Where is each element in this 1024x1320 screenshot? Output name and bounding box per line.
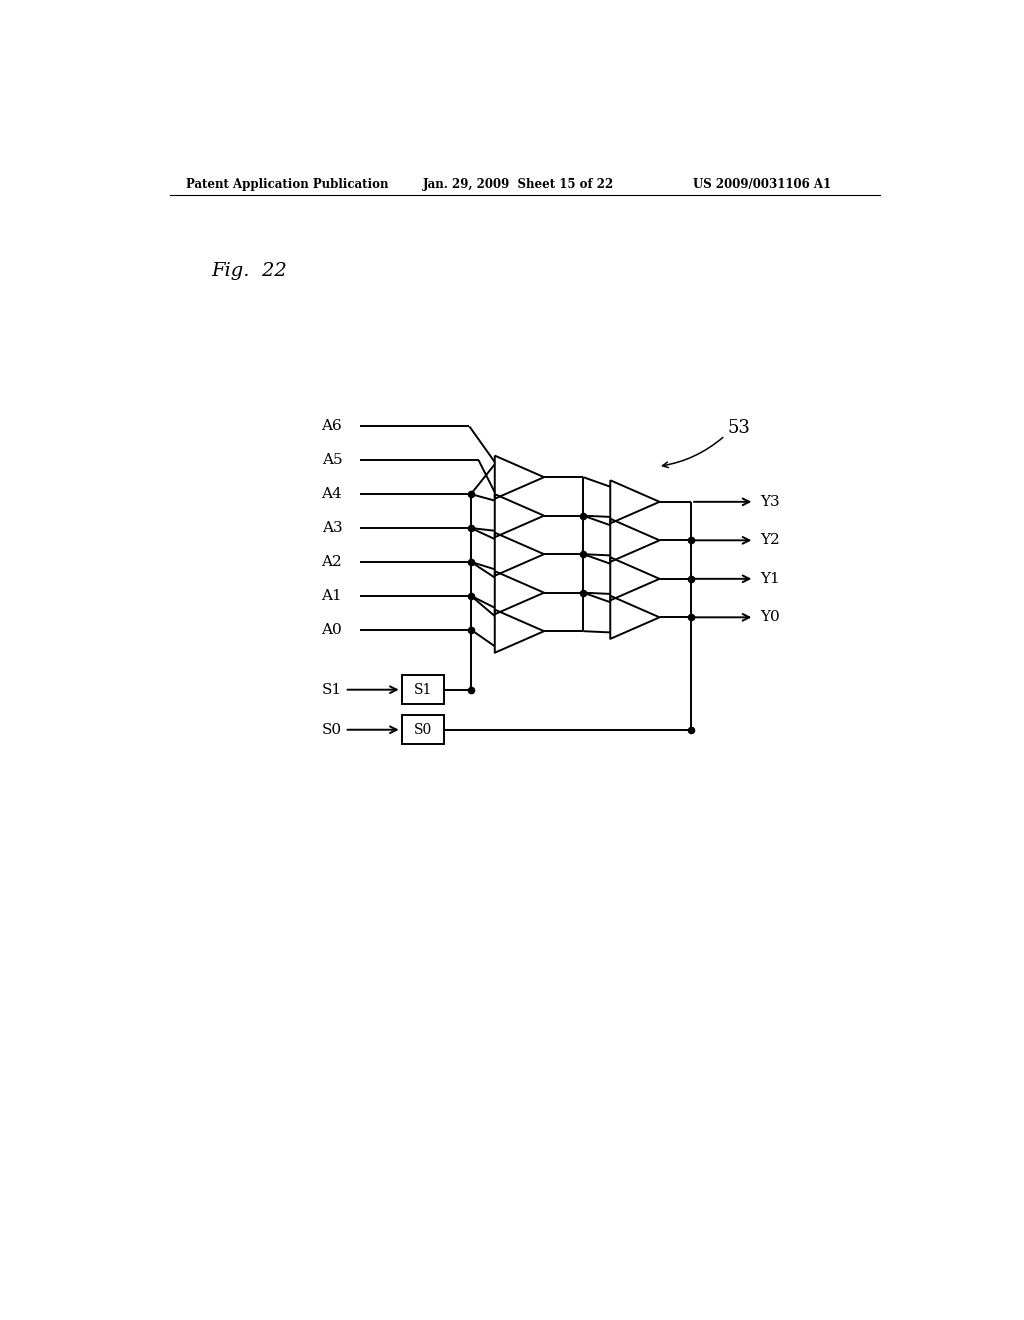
FancyBboxPatch shape xyxy=(401,715,444,744)
Text: A6: A6 xyxy=(322,420,342,433)
Text: A5: A5 xyxy=(322,453,342,467)
Text: Patent Application Publication: Patent Application Publication xyxy=(186,178,388,190)
Text: S1: S1 xyxy=(414,682,432,697)
Text: 53: 53 xyxy=(727,418,751,437)
Text: S0: S0 xyxy=(323,723,342,737)
Text: Y2: Y2 xyxy=(761,533,780,548)
Text: Fig.  22: Fig. 22 xyxy=(211,263,287,280)
Text: A2: A2 xyxy=(322,554,342,569)
Text: S1: S1 xyxy=(323,682,342,697)
Text: A3: A3 xyxy=(322,521,342,535)
Text: A1: A1 xyxy=(322,589,342,603)
Text: US 2009/0031106 A1: US 2009/0031106 A1 xyxy=(692,178,830,190)
Text: A0: A0 xyxy=(322,623,342,636)
FancyBboxPatch shape xyxy=(401,675,444,705)
Text: Y3: Y3 xyxy=(761,495,780,508)
Text: S0: S0 xyxy=(414,723,432,737)
Text: Jan. 29, 2009  Sheet 15 of 22: Jan. 29, 2009 Sheet 15 of 22 xyxy=(423,178,614,190)
Text: Y0: Y0 xyxy=(761,610,780,624)
Text: A4: A4 xyxy=(322,487,342,502)
Text: Y1: Y1 xyxy=(761,572,780,586)
